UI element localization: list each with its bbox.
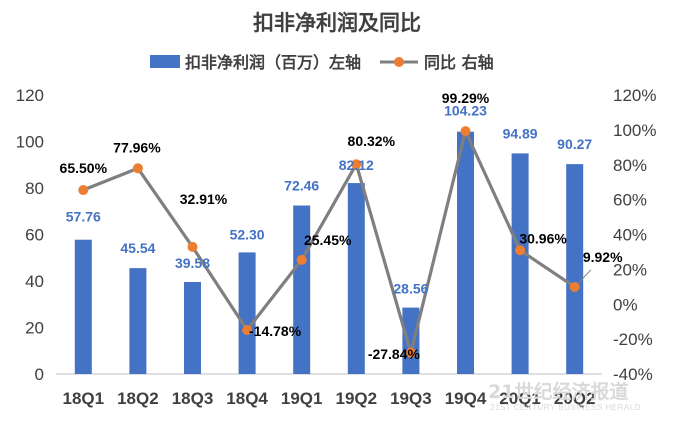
bar <box>129 268 147 374</box>
line-point <box>78 185 89 196</box>
right-tick-label: 120% <box>613 86 656 105</box>
line-point <box>132 163 143 174</box>
right-tick-label: 80% <box>613 156 647 175</box>
point-value-label: 80.32% <box>348 133 396 149</box>
left-tick-label: 60 <box>25 226 44 245</box>
legend-line-label: 同比 右轴 <box>424 53 494 72</box>
bar-value-label: 52.30 <box>230 226 265 242</box>
chart-title: 扣非净利润及同比 <box>253 11 421 35</box>
line-series <box>78 126 580 358</box>
x-tick-label: 18Q1 <box>63 389 105 408</box>
left-tick-label: 120 <box>16 86 44 105</box>
left-tick-label: 100 <box>16 133 44 152</box>
bar-value-label: 39.58 <box>175 255 210 271</box>
bar-value-label: 72.46 <box>284 178 319 194</box>
left-tick-label: 0 <box>35 365 44 384</box>
point-value-label: 99.29% <box>442 90 490 106</box>
x-tick-label: 20Q1 <box>499 389 541 408</box>
left-tick-label: 80 <box>25 179 44 198</box>
x-axis-ticks: 18Q1 18Q2 18Q3 18Q4 19Q1 19Q2 19Q3 19Q4 20Q1 20Q2 <box>63 389 596 408</box>
bar <box>238 252 256 374</box>
bar-value-label: 104.23 <box>444 103 487 119</box>
point-value-label: 9.92% <box>583 249 623 265</box>
left-tick-label: 40 <box>25 272 44 291</box>
left-tick-label: 20 <box>25 319 44 338</box>
bar-labels: 57.76 45.54 39.58 52.30 72.46 82.12 28.56 104.2… <box>66 103 593 297</box>
point-value-label: -27.84% <box>368 346 421 362</box>
bar-series <box>74 131 584 374</box>
right-tick-label: -20% <box>613 330 653 349</box>
x-tick-label: 19Q3 <box>390 389 432 408</box>
series-line <box>82 129 576 355</box>
x-tick-label: 19Q2 <box>336 389 378 408</box>
x-tick-label: 20Q2 <box>554 389 596 408</box>
point-labels: 65.50% 77.96% 32.91% -14.78% 25.45% 80.32% -27… <box>60 90 624 362</box>
watermark-line2: 21ST CENTURY BUSINESS HERALD <box>490 403 641 412</box>
bar <box>347 183 365 374</box>
right-tick-label: 40% <box>613 226 647 245</box>
line-point <box>351 159 362 170</box>
bar-value-label: 94.89 <box>503 125 538 141</box>
bar <box>74 239 92 374</box>
right-tick-label: -40% <box>613 365 653 384</box>
right-tick-label: 20% <box>613 260 647 279</box>
point-value-label: -14.78% <box>249 323 302 339</box>
bar-value-label: 57.76 <box>66 209 101 225</box>
bar <box>457 131 474 374</box>
legend-bar-label: 扣非净利润（百万）左轴 <box>185 53 361 72</box>
point-value-label: 65.50% <box>60 160 108 176</box>
x-tick-label: 18Q2 <box>117 389 159 408</box>
point-value-label: 30.96% <box>519 230 567 246</box>
watermark: 21世纪经济报道 21ST CENTURY BUSINESS HERALD <box>488 380 641 412</box>
point-value-label: 25.45% <box>304 232 352 248</box>
point-value-label: 32.91% <box>180 191 228 207</box>
bar <box>402 307 420 374</box>
line-point <box>569 281 580 292</box>
x-tick-label: 18Q4 <box>226 389 268 408</box>
right-tick-label: 60% <box>613 191 647 210</box>
line-point <box>187 241 198 252</box>
bar-value-label: 28.56 <box>393 281 428 297</box>
right-tick-label: 0% <box>613 295 638 314</box>
x-tick-label: 19Q1 <box>281 389 323 408</box>
x-tick-label: 19Q4 <box>445 389 487 408</box>
bar <box>184 281 201 374</box>
legend-bar-swatch <box>150 55 180 68</box>
bar <box>293 205 311 374</box>
legend: 扣非净利润（百万）左轴 同比 右轴 <box>150 53 494 72</box>
bar-value-label: 45.54 <box>120 240 155 256</box>
bar-value-label: 90.27 <box>557 136 592 152</box>
line-point <box>405 347 416 358</box>
point-value-label: 77.96% <box>113 139 161 155</box>
label-leader-line <box>577 269 592 285</box>
bar <box>511 153 529 374</box>
bar-value-label: 82.12 <box>339 157 374 173</box>
watermark-line1: 21世纪经济报道 <box>488 380 628 403</box>
left-axis: 0 20 40 60 80 100 120 <box>16 86 44 384</box>
line-point <box>460 126 471 137</box>
x-tick-label: 18Q3 <box>172 389 214 408</box>
line-point <box>296 254 307 265</box>
line-point <box>515 245 526 256</box>
bar <box>566 164 584 374</box>
right-axis: -40% -20% 0% 20% 40% 60% 80% 100% 120% <box>613 86 656 384</box>
legend-line-marker <box>394 57 404 67</box>
right-tick-label: 100% <box>613 121 656 140</box>
line-point <box>242 325 253 336</box>
